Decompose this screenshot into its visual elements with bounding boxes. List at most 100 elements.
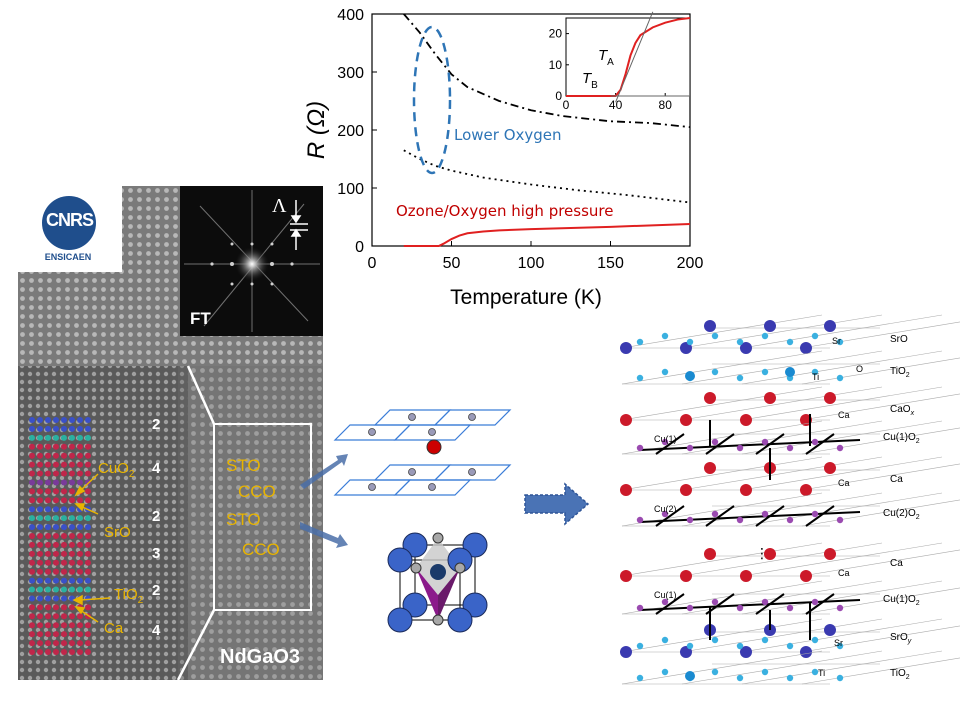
atom [29, 622, 35, 629]
atom [69, 461, 75, 468]
site-label: Cu(1) [654, 434, 677, 444]
atom [37, 470, 43, 477]
lattice-line [621, 618, 823, 653]
atom [661, 510, 669, 518]
atom [704, 392, 716, 404]
atom [37, 613, 43, 620]
atom [69, 649, 75, 655]
atom [53, 604, 59, 611]
atom [45, 425, 51, 432]
atom [37, 533, 43, 539]
atom [85, 524, 91, 531]
atom [636, 604, 644, 612]
atom [786, 642, 794, 650]
atom [824, 624, 836, 636]
y-tick-label: 400 [337, 7, 364, 24]
atom [69, 550, 75, 557]
atom [61, 595, 67, 602]
atom [61, 425, 67, 432]
atom [69, 515, 75, 522]
site-label: Sr [832, 336, 841, 346]
atom [37, 488, 43, 495]
atom [761, 510, 769, 518]
lattice-line [621, 314, 823, 349]
lattice-line [801, 427, 960, 455]
label-sro: SrO [104, 524, 131, 541]
atom [85, 452, 91, 459]
atom [61, 506, 67, 513]
x-tick-label: 0 [368, 255, 377, 272]
atom [69, 541, 75, 548]
atom [61, 640, 67, 647]
box-label-cco: CCO [238, 482, 276, 501]
bond [705, 505, 735, 527]
lattice-line [621, 386, 823, 421]
atom [69, 604, 75, 611]
atom [61, 461, 67, 468]
atom [620, 646, 632, 658]
atom [29, 550, 35, 557]
lattice-line [801, 321, 960, 349]
atom [37, 515, 43, 522]
lattice-line [741, 650, 943, 685]
atom [37, 577, 43, 584]
atom [29, 524, 35, 531]
atom [69, 452, 75, 459]
y-tick-label: 200 [337, 123, 364, 140]
atom [29, 425, 35, 432]
atom [740, 414, 752, 426]
atom [800, 484, 812, 496]
atom [29, 541, 35, 548]
layer-label: Cu(1)O2 [883, 432, 920, 445]
atom [61, 497, 67, 504]
atom [53, 488, 59, 495]
atom [45, 640, 51, 647]
atom [686, 604, 694, 612]
atom [785, 367, 795, 377]
atom [77, 497, 83, 504]
atom [69, 506, 75, 513]
layer-count: 3 [152, 545, 161, 562]
lattice-line [681, 650, 883, 685]
atom [53, 533, 59, 539]
atom [740, 484, 752, 496]
atom [77, 568, 83, 575]
atom [61, 568, 67, 575]
layer-count: 2 [152, 582, 161, 599]
lattice-line [741, 542, 943, 577]
site-label: O [856, 364, 864, 374]
atom [786, 444, 794, 452]
atom [53, 631, 59, 638]
lattice-line [681, 542, 883, 577]
atom [85, 559, 91, 566]
atom [53, 649, 59, 655]
layer-label: TiO2 [890, 668, 910, 681]
atom [45, 417, 51, 423]
atom [824, 320, 836, 332]
bond [755, 593, 785, 615]
atom [29, 649, 35, 655]
atom [761, 368, 769, 376]
atom [45, 452, 51, 459]
atom [29, 443, 35, 450]
annotation-ozone: Ozone/Oxygen high pressure [396, 202, 614, 220]
atom [53, 461, 59, 468]
atom [69, 488, 75, 495]
atom [53, 613, 59, 620]
atom [740, 342, 752, 354]
atom [836, 604, 844, 612]
atom [69, 613, 75, 620]
atom [85, 631, 91, 638]
atom [53, 524, 59, 531]
label-ca: Ca [104, 620, 124, 637]
atom [61, 488, 67, 495]
lattice-line [741, 492, 943, 527]
atom [85, 443, 91, 450]
x-tick-label: 150 [597, 255, 624, 272]
lattice-line [741, 350, 943, 385]
atom [37, 452, 43, 459]
atom [77, 533, 83, 539]
atom [69, 425, 75, 432]
atom [29, 515, 35, 522]
lattice-line [801, 357, 960, 385]
